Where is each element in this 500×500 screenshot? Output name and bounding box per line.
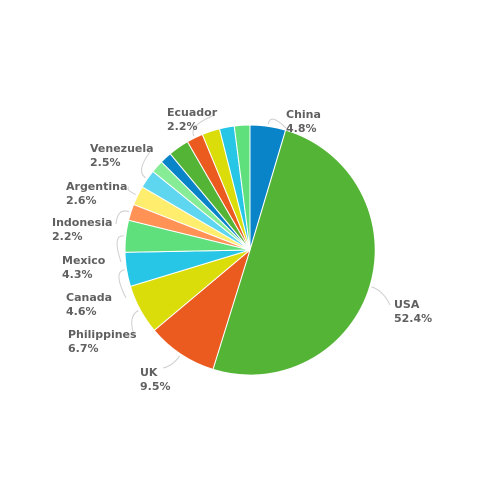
slice-label: UK: [140, 366, 158, 379]
leader-line: [118, 269, 127, 299]
pie-slice-usa[interactable]: [212, 129, 376, 376]
slice-value-label: 6.7%: [68, 342, 99, 355]
leader-line: [116, 235, 124, 263]
leader-lines-layer: [115, 114, 391, 369]
leader-line: [371, 286, 391, 306]
slice-label: Argentina: [66, 180, 127, 193]
slice-label: Ecuador: [167, 106, 218, 119]
slice-label: Mexico: [62, 254, 106, 267]
slice-value-label: 2.2%: [167, 120, 198, 133]
slice-label: China: [286, 108, 321, 121]
leader-line: [192, 114, 216, 137]
slice-label: Philippines: [68, 328, 137, 341]
slice-label: USA: [394, 298, 420, 311]
leader-line: [131, 310, 139, 336]
slice-value-label: 2.6%: [66, 194, 97, 207]
pie-slice-unlabeled[interactable]: [233, 124, 251, 251]
leader-line: [127, 186, 136, 196]
leader-line: [115, 210, 130, 225]
slice-value-label: 52.4%: [394, 312, 432, 325]
leader-line: [267, 118, 287, 129]
slice-label: Venezuela: [90, 142, 154, 155]
slice-value-label: 2.5%: [90, 156, 121, 169]
slice-value-label: 9.5%: [140, 380, 171, 393]
slice-label: Canada: [66, 291, 112, 304]
slice-value-label: 4.6%: [66, 305, 97, 318]
slice-value-label: 4.3%: [62, 268, 93, 281]
leader-line: [141, 151, 151, 179]
slice-value-label: 4.8%: [286, 122, 317, 135]
slice-value-label: 2.2%: [52, 230, 83, 243]
slices-layer: [124, 124, 376, 376]
slice-label: Indonesia: [52, 216, 112, 229]
leader-line: [162, 355, 181, 369]
